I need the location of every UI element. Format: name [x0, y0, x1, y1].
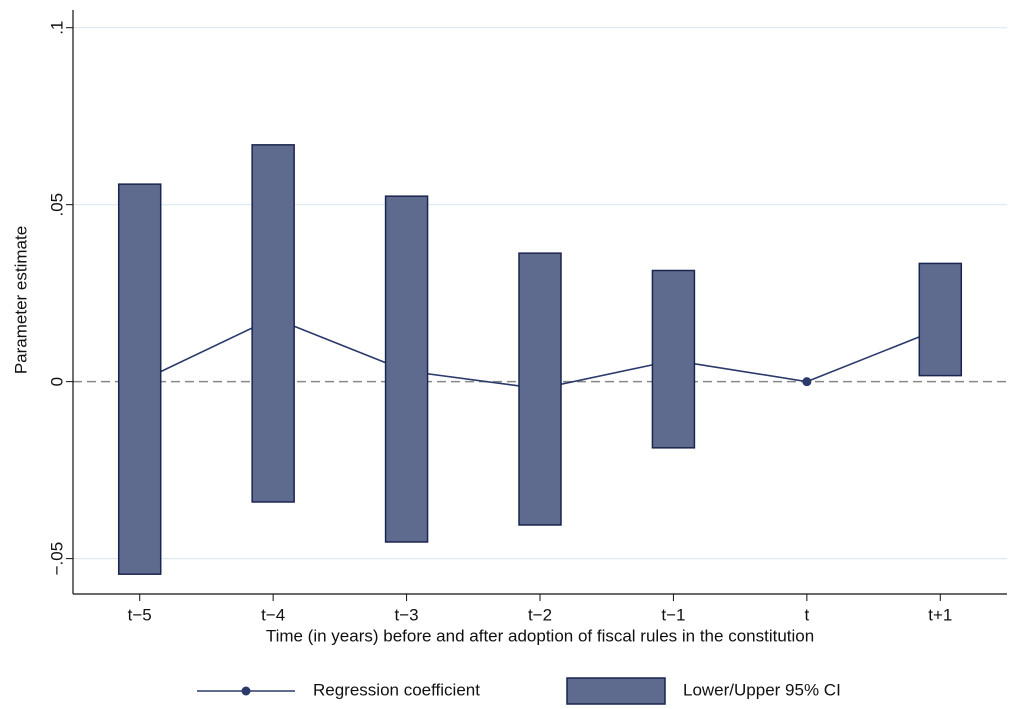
- y-tick-label: .1: [47, 21, 66, 35]
- x-tick-label: t−5: [128, 605, 152, 624]
- y-tick-label: .05: [47, 193, 66, 217]
- x-tick-label: t−4: [261, 605, 285, 624]
- legend-swatch: [566, 677, 666, 705]
- x-tick-label: t−3: [395, 605, 419, 624]
- coefficient-point: [802, 377, 812, 387]
- x-tick-label: t−2: [528, 605, 552, 624]
- legend-marker: [241, 686, 251, 696]
- x-tick-label: t: [804, 605, 809, 624]
- ci-bar: [518, 252, 562, 526]
- legend-label: Lower/Upper 95% CI: [683, 680, 841, 699]
- ci-bar: [384, 195, 429, 543]
- x-tick-label: t+1: [928, 605, 952, 624]
- y-axis-label: Parameter estimate: [11, 226, 30, 374]
- y-tick-label: 0: [47, 377, 66, 386]
- y-tick-label: −.05: [47, 542, 66, 576]
- ci-bar: [117, 183, 162, 575]
- x-tick-label: t−1: [661, 605, 685, 624]
- legend-label: Regression coefficient: [313, 680, 480, 699]
- ci-bar: [918, 262, 963, 377]
- ci-bar: [651, 269, 696, 449]
- ci-bar: [251, 144, 295, 503]
- x-axis-label: Time (in years) before and after adoptio…: [266, 626, 814, 645]
